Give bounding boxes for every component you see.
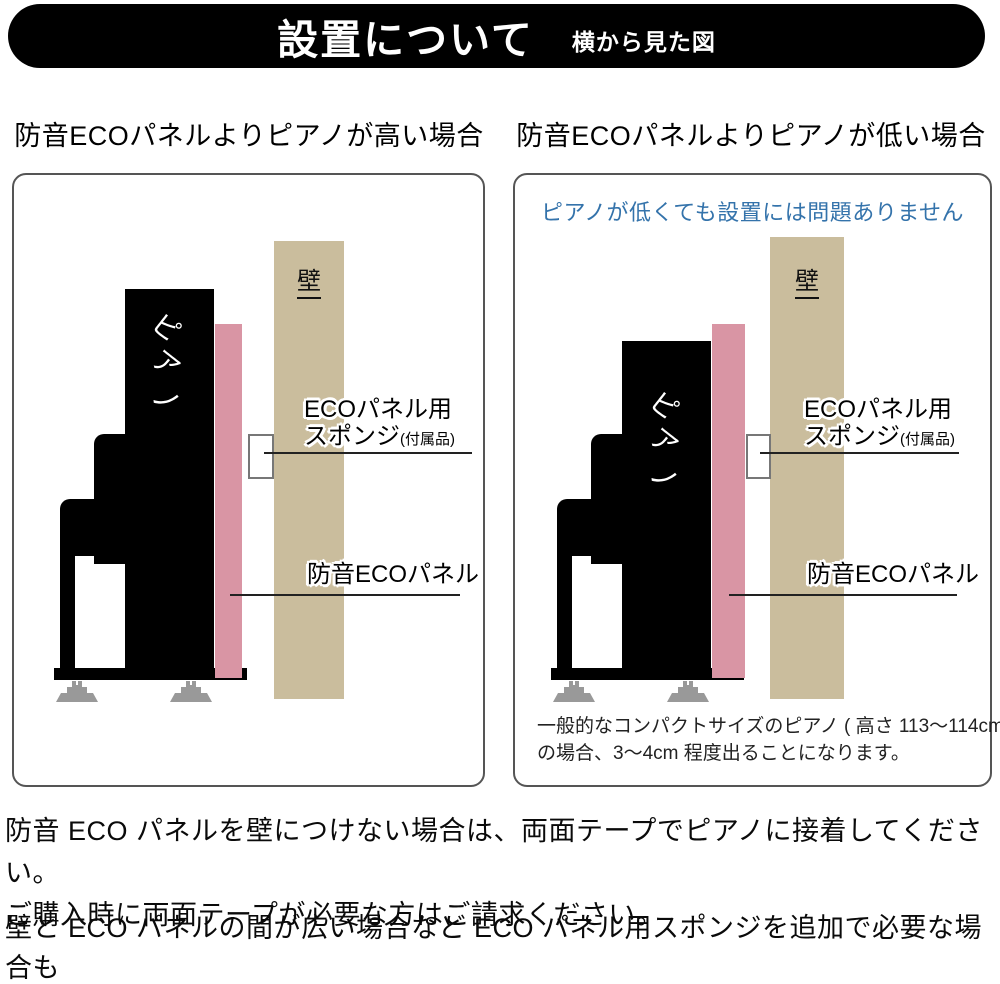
eco-panel-leader-line [230, 594, 460, 596]
piano-label: ピ ア ノ [145, 307, 186, 421]
caster-foot-shape [667, 681, 709, 702]
caster-foot-shape [170, 681, 212, 702]
sponge-label: ECOパネル用 スポンジ(付属品) [304, 396, 455, 453]
size-caption-line2: の場合、3〜4cm 程度出ることになります。 [537, 743, 910, 764]
sponge-label-line2: スポンジ(付属品) [304, 423, 455, 450]
sponge-label-line2: スポンジ(付属品) [804, 423, 955, 450]
page-subtitle: 横から見た図 [571, 29, 716, 55]
footer-note-sponge-line1: 壁と ECO パネルの間が広い場合など ECO パネル用スポンジを追加で必要な場… [5, 913, 983, 983]
piano-label: ピ ア ノ [643, 385, 684, 499]
diagram-panel-piano-shorter: ピアノが低くても設置には問題ありません 壁 ピ ア ノ ECOパネル用 スポンジ… [513, 173, 1000, 787]
soundproof-eco-panel-shape [712, 324, 745, 678]
eco-panel-label: 防音ECOパネル [307, 561, 480, 588]
piano-silhouette-leg [60, 555, 75, 670]
right-panel-heading: 防音ECOパネルよりピアノが低い場合 [516, 121, 986, 151]
eco-panel-sponge-shape [248, 434, 274, 479]
wall-shape [770, 237, 844, 699]
left-panel-heading: 防音ECOパネルよりピアノが高い場合 [14, 121, 484, 151]
wall-label: 壁 [770, 261, 844, 299]
footer-note-tape-line1: 防音 ECO パネルを壁につけない場合は、両面テープでピアノに接着してください。 [5, 816, 983, 888]
eco-panel-sponge-shape [746, 434, 771, 479]
size-caption-line1: 一般的なコンパクトサイズのピアノ ( 高さ 113〜114cm) [537, 716, 1000, 737]
sponge-label-line1: ECOパネル用 [304, 396, 453, 423]
wall-label: 壁 [274, 261, 344, 299]
piano-silhouette-leg [557, 555, 572, 670]
soundproof-eco-panel-shape [215, 324, 242, 678]
caster-foot-shape [56, 681, 98, 702]
wall-shape [274, 241, 344, 699]
page-title: 設置について [277, 17, 534, 63]
eco-panel-leader-line [729, 594, 957, 596]
caster-foot-shape [553, 681, 595, 702]
sponge-label-line1: ECOパネル用 [804, 396, 953, 423]
piano-silhouette-body [125, 289, 214, 680]
footer-note-tape-line2: ご購入時に両面テープが必要な方はご請求ください。 [5, 900, 664, 930]
footer-note-sponge: 壁と ECO パネルの間が広い場合など ECO パネル用スポンジを追加で必要な場… [5, 908, 997, 984]
piano-silhouette-keybed [60, 499, 214, 556]
piano-silhouette-keybed [557, 499, 711, 556]
sponge-leader-line [760, 452, 959, 454]
sponge-label: ECOパネル用 スポンジ(付属品) [804, 396, 955, 453]
eco-panel-label: 防音ECOパネル [807, 561, 980, 588]
size-caption: 一般的なコンパクトサイズのピアノ ( 高さ 113〜114cm) の場合、3〜4… [537, 713, 1000, 767]
header-bar: 設置について 横から見た図 [8, 4, 985, 68]
sponge-leader-line [264, 452, 472, 454]
no-problem-note: ピアノが低くても設置には問題ありません [540, 200, 965, 225]
footer-note-tape: 防音 ECO パネルを壁につけない場合は、両面テープでピアノに接着してください。… [5, 810, 997, 936]
diagram-panel-piano-taller: 壁 ピ ア ノ ECOパネル用 スポンジ(付属品) 防音ECOパネル [12, 173, 485, 787]
